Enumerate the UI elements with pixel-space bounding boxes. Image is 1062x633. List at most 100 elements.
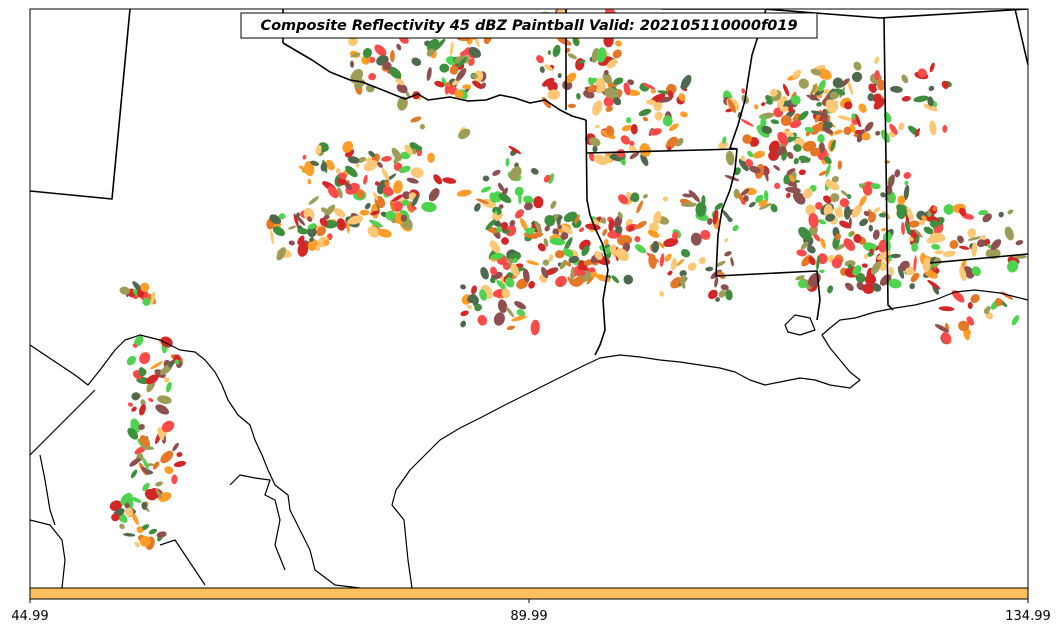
reflectivity-blob [727, 98, 736, 113]
reflectivity-blob [442, 177, 457, 184]
reflectivity-blob [124, 502, 130, 509]
reflectivity-blob [913, 228, 923, 238]
reflectivity-blob [412, 148, 417, 155]
reflectivity-blob [595, 124, 600, 129]
reflectivity-blob [698, 257, 706, 265]
reflectivity-blob [928, 85, 935, 92]
reflectivity-blob [810, 147, 821, 157]
reflectivity-blob [549, 237, 566, 246]
reflectivity-blob [336, 178, 347, 186]
map-title: Composite Reflectivity 45 dBZ Paintball … [260, 18, 797, 34]
reflectivity-blob [908, 220, 920, 228]
reflectivity-blob [480, 267, 489, 280]
reflectivity-blob [855, 272, 866, 283]
reflectivity-blob [444, 84, 450, 95]
reflectivity-blob [745, 158, 754, 168]
reflectivity-blob [763, 190, 769, 202]
reflectivity-blob [740, 188, 750, 197]
reflectivity-blob [888, 266, 894, 276]
reflectivity-blob [748, 201, 756, 208]
reflectivity-blob [905, 206, 914, 221]
reflectivity-blob [506, 325, 515, 331]
reflectivity-blob [482, 175, 490, 182]
reflectivity-blob [923, 257, 931, 272]
reflectivity-blob [549, 234, 561, 239]
reflectivity-blob [817, 253, 828, 265]
reflectivity-blob [635, 220, 647, 230]
reflectivity-blob [740, 155, 745, 162]
reflectivity-blob [818, 219, 827, 225]
reflectivity-blob [825, 163, 831, 178]
reflectivity-blob [864, 253, 869, 259]
reflectivity-blob [508, 145, 522, 155]
reflectivity-blob [139, 352, 151, 365]
reflectivity-blob [497, 182, 505, 192]
reflectivity-blob [820, 237, 826, 249]
reflectivity-blob [825, 180, 840, 191]
reflectivity-blob [676, 258, 685, 266]
alabama-georgia-line [929, 253, 1028, 264]
reflectivity-blob [565, 72, 577, 83]
title-box: Composite Reflectivity 45 dBZ Paintball … [240, 12, 818, 39]
reflectivity-blob [506, 307, 515, 318]
reflectivity-blob [168, 359, 175, 368]
reflectivity-blob [302, 154, 307, 160]
arkansas-louisiana-line [586, 148, 738, 154]
reflectivity-blob [307, 216, 313, 222]
reflectivity-blob [629, 140, 635, 147]
reflectivity-blob [837, 160, 842, 170]
reflectivity-blob [402, 191, 411, 200]
reflectivity-blob [809, 83, 818, 98]
reflectivity-blob [139, 536, 151, 547]
reflectivity-blob [629, 151, 640, 160]
reflectivity-blob [722, 136, 727, 144]
reflectivity-blob [818, 79, 826, 92]
reflectivity-blob [564, 237, 573, 251]
reflectivity-blob [642, 194, 648, 199]
state-line-west [30, 9, 131, 200]
reflectivity-blob [269, 214, 281, 225]
reflectivity-blob [433, 174, 443, 185]
reflectivity-blob [547, 89, 561, 100]
reflectivity-blob [878, 212, 887, 218]
mexico-state-1 [30, 519, 66, 588]
reflectivity-blob [547, 50, 551, 56]
reflectivity-blob [647, 229, 660, 238]
reflectivity-blob [166, 381, 172, 393]
reflectivity-blob [896, 203, 908, 217]
reflectivity-blob [148, 397, 154, 403]
reflectivity-blob [663, 238, 679, 247]
reflectivity-blob [364, 202, 371, 210]
reflectivity-blob [411, 194, 419, 207]
reflectivity-blob [400, 214, 408, 222]
reflectivity-blob [373, 191, 379, 201]
reflectivity-blob [496, 280, 507, 291]
reflectivity-blob [924, 269, 938, 279]
reflectivity-blob [741, 88, 746, 94]
reflectivity-blob [816, 101, 823, 107]
arkansas-texas-line [585, 119, 609, 356]
reflectivity-blob [362, 48, 372, 58]
reflectivity-blob [809, 94, 818, 101]
reflectivity-blob [307, 223, 317, 230]
reflectivity-blob [416, 145, 423, 152]
reflectivity-blob [460, 310, 469, 317]
reflectivity-blob [571, 218, 582, 229]
reflectivity-blob [658, 241, 665, 249]
reflectivity-blob [377, 228, 392, 238]
reflectivity-blob [603, 95, 615, 107]
reflectivity-blob [818, 269, 825, 274]
reflectivity-blob [596, 47, 607, 63]
reflectivity-blob [456, 68, 467, 82]
reflectivity-blob [808, 256, 816, 266]
reflectivity-blob [523, 195, 534, 204]
reflectivity-blob [578, 269, 586, 276]
reflectivity-blob [548, 173, 555, 184]
reflectivity-blob [404, 144, 414, 155]
reflectivity-blob [971, 242, 978, 257]
reflectivity-blob [397, 96, 408, 111]
reflectivity-blob [901, 96, 911, 102]
reflectivity-blob [144, 488, 158, 501]
reflectivity-blob [477, 315, 488, 326]
reflectivity-blob [588, 137, 601, 147]
